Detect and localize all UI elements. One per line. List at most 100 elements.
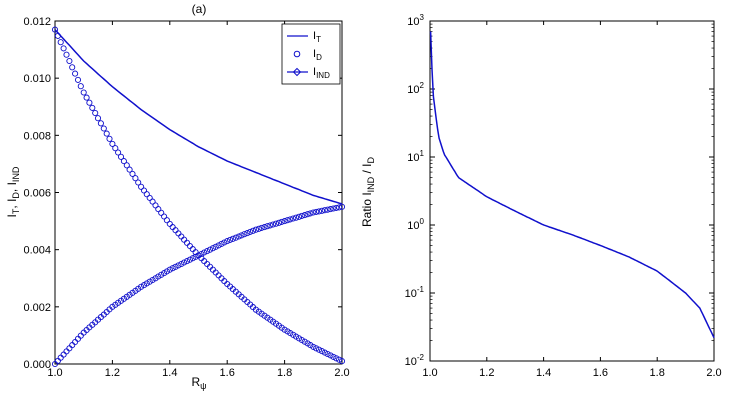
legend-label: IIND xyxy=(313,66,330,80)
data-point xyxy=(204,248,211,255)
data-point xyxy=(247,228,254,235)
data-point xyxy=(284,217,291,224)
data-point xyxy=(163,217,170,224)
series-line xyxy=(54,29,343,205)
data-point xyxy=(117,153,125,160)
data-point xyxy=(152,202,159,209)
data-point xyxy=(215,272,222,279)
y-tick-label: 10-2 xyxy=(405,353,425,368)
x-tick-label: 1.4 xyxy=(162,367,177,379)
left-x-axis-label: Rψ xyxy=(191,375,206,391)
data-point xyxy=(155,206,162,213)
data-point xyxy=(169,224,176,231)
data-point xyxy=(100,125,107,132)
data-point xyxy=(333,204,340,211)
data-point xyxy=(175,230,182,237)
data-point xyxy=(140,187,148,194)
x-tick-label: 1.6 xyxy=(593,367,608,379)
data-point xyxy=(307,210,314,217)
data-point xyxy=(244,230,251,237)
data-point xyxy=(238,232,245,239)
data-point xyxy=(295,213,303,220)
legend-entry: IIND xyxy=(287,66,330,80)
data-point xyxy=(229,235,236,242)
legend-label: IT xyxy=(313,30,321,44)
data-point xyxy=(112,145,119,152)
data-point xyxy=(103,130,110,137)
data-point xyxy=(249,227,257,234)
data-point xyxy=(60,45,67,52)
data-point xyxy=(264,223,271,230)
x-tick-label: 1.2 xyxy=(479,367,494,379)
data-point xyxy=(178,233,185,240)
data-point xyxy=(72,70,79,77)
series-i-ind xyxy=(51,203,346,368)
series-i-d xyxy=(51,26,346,365)
data-point xyxy=(278,218,285,225)
data-point xyxy=(192,253,199,260)
data-point xyxy=(324,206,331,213)
data-point xyxy=(149,198,156,205)
data-point xyxy=(270,221,277,228)
data-point xyxy=(126,166,133,173)
data-point xyxy=(86,99,93,106)
data-point xyxy=(135,179,142,186)
data-point xyxy=(224,238,231,245)
data-point xyxy=(315,346,323,353)
data-point xyxy=(275,219,282,226)
data-point xyxy=(310,343,317,350)
y-tick-label: 0.004 xyxy=(23,245,51,257)
data-point xyxy=(267,222,274,229)
data-point xyxy=(313,208,320,215)
data-point xyxy=(57,354,64,361)
data-point xyxy=(172,263,179,270)
data-point xyxy=(92,109,99,117)
data-point xyxy=(175,262,182,269)
y-tick-label: 0.006 xyxy=(23,188,51,200)
data-point xyxy=(54,32,61,39)
data-point xyxy=(186,256,193,263)
data-point xyxy=(206,246,214,253)
left-x-ticks: 1.0 1.2 1.4 1.6 1.8 2.0 xyxy=(47,21,350,379)
data-point xyxy=(287,216,294,223)
data-point xyxy=(212,243,219,250)
data-point xyxy=(94,115,102,122)
data-point xyxy=(166,220,173,227)
data-point xyxy=(310,209,317,216)
data-point xyxy=(235,233,242,240)
data-point xyxy=(74,335,82,342)
data-point xyxy=(272,220,280,227)
series-i-t xyxy=(54,29,343,205)
data-point xyxy=(293,214,300,221)
left-y-axis-label: IT, ID, IIND xyxy=(5,166,21,217)
data-point xyxy=(232,234,239,241)
data-point xyxy=(69,64,76,71)
data-point xyxy=(189,246,196,253)
right-series-group xyxy=(429,31,715,339)
data-point xyxy=(255,225,262,232)
data-point xyxy=(77,83,84,90)
data-point xyxy=(336,204,343,211)
data-point xyxy=(72,338,79,346)
data-point xyxy=(318,207,325,214)
data-point xyxy=(161,213,168,220)
left-series-group xyxy=(51,26,346,368)
data-point xyxy=(336,356,343,363)
data-point xyxy=(60,351,67,358)
data-point xyxy=(330,205,337,212)
data-point xyxy=(304,211,311,218)
data-point xyxy=(54,357,61,364)
data-point xyxy=(57,39,64,46)
data-point xyxy=(298,212,305,219)
data-point xyxy=(290,215,297,222)
x-tick-label: 1.0 xyxy=(422,367,437,379)
data-point xyxy=(338,203,346,210)
right-chart: 1.0 1.2 1.4 1.6 1.8 2.0 10-210-1100101102103 … xyxy=(360,13,722,379)
data-point xyxy=(227,236,234,243)
data-point xyxy=(252,226,259,233)
data-point xyxy=(138,183,145,190)
data-point xyxy=(129,170,136,177)
data-point xyxy=(327,206,334,213)
right-y-ticks: 10-2 10-1 100 101 102 103 xyxy=(405,13,714,368)
